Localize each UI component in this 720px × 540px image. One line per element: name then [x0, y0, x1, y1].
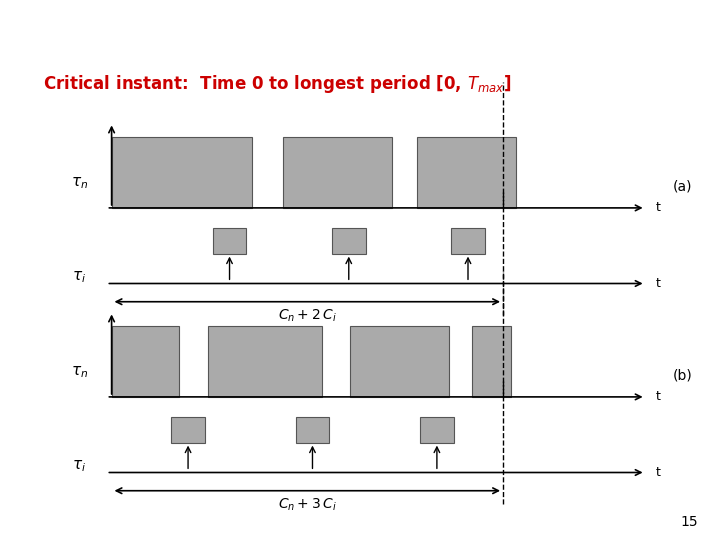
Text: (a): (a): [673, 180, 693, 194]
Bar: [332, 228, 366, 254]
Text: t: t: [656, 390, 661, 403]
Text: Critical instant:  Time 0 to longest period [0, $T_{max}$]: Critical instant: Time 0 to longest peri…: [43, 73, 511, 94]
Text: (b): (b): [673, 369, 693, 383]
Bar: [283, 137, 392, 208]
Bar: [296, 417, 329, 443]
Bar: [472, 326, 510, 397]
Text: $\tau_n$: $\tau_n$: [71, 364, 88, 380]
Bar: [420, 417, 454, 443]
Bar: [350, 326, 449, 397]
Text: $C_n + 3\,C_i$: $C_n + 3\,C_i$: [278, 497, 337, 513]
Bar: [451, 228, 485, 254]
Text: $C_n + 2\,C_i$: $C_n + 2\,C_i$: [278, 308, 337, 324]
Text: $\tau_i$: $\tau_i$: [72, 458, 86, 474]
Bar: [112, 137, 251, 208]
Bar: [112, 326, 179, 397]
Bar: [212, 228, 246, 254]
Text: t: t: [656, 466, 661, 479]
Bar: [171, 417, 205, 443]
Text: t: t: [656, 277, 661, 290]
Text: $\tau_i$: $\tau_i$: [72, 269, 86, 285]
Bar: [418, 137, 516, 208]
Bar: [207, 326, 322, 397]
Text: t: t: [656, 201, 661, 214]
Text: 15: 15: [681, 515, 698, 529]
Text: $\tau_n$: $\tau_n$: [71, 175, 88, 191]
Text: Determining Critical Instant: Determining Critical Instant: [163, 19, 557, 43]
